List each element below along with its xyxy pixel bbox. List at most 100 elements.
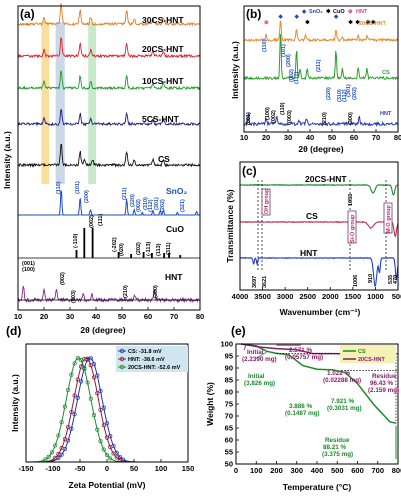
e-y-tick-label-80: 80 [225,388,233,397]
e-ann-loss-4-mass: (0.3031 mg) [327,405,362,412]
xrd-series-10cs-hnt [17,70,201,91]
b-hnt-index-300: (300) [348,112,354,125]
xrd-series-hnt [17,285,201,304]
b-peak-marker-3: ✱ [305,19,310,26]
panel-e-legend: CS 20CS-HNT [340,345,396,363]
panel-c-frame [239,161,399,291]
panel-a-x-ticks: 10 20 30 40 50 60 70 80 [14,307,204,321]
b-peak-marker-6: ✱ [366,19,371,26]
index-hnt-002: (002) [60,272,66,285]
panel-c-y-label: Transmittance (%) [225,189,235,262]
d-series-2-point-15 [91,413,97,418]
b-tick-label-10: 10 [240,133,248,142]
panel-c-x-ticks: 4000 3500 3000 2500 2000 1500 1000 500 [232,287,401,301]
c-sio-group: Si-O group [350,214,356,243]
a-tick-label-30: 30 [66,312,74,321]
d-series-1-point-10 [85,356,90,361]
d-series-2-point-16 [95,427,100,432]
b-tick-label-80: 80 [394,133,401,142]
label-hnt: HNT [165,272,183,282]
d-series-2-point-18 [101,447,106,452]
c-tick-label-2500: 2500 [299,292,316,301]
label-5cs-hnt: 5CS-HNT [142,114,180,124]
b-peak-marker-1: ◆ [294,13,300,20]
index-sno2-202: (202) [160,199,166,212]
e-ann-residue-1-pct: 96.43 % [370,380,394,387]
d-series-0-point-6 [75,395,80,400]
panel-d-legend: CS: -31.8 mV HNT: -38.6 mV 20CS-HNT: -52… [116,346,188,372]
c-wn-470: 470 [393,275,399,284]
panel-d-x-ticks: -150 -100 -50 0 50 100 150 [18,459,194,473]
legend-sno2-diamond-icon: ◆ [301,8,307,15]
e-ann-initial-1: Initial [247,349,264,356]
index-cuo-m202: (-202) [112,237,118,252]
d-series-2-point-9 [72,361,77,366]
e-arrow-initial-1 [243,344,247,351]
panel-a-y-label: Intensity (a.u.) [2,131,12,189]
d-series-1-point-3 [62,437,67,442]
index-sno2-101: (101) [75,181,81,194]
d-series-1-point-6 [72,393,77,398]
e-y-tick-label-90: 90 [225,364,233,373]
panel-a-frame [17,5,201,311]
e-x-tick-label-500: 500 [331,466,344,475]
b-peak-marker-0: ◆ [278,13,284,20]
d-series-0-point-4 [69,426,74,431]
e-ann-residue-1-mass: (2.159 mg) [368,387,399,394]
d-series-2-point-17 [98,439,103,444]
panel-b-frame [243,5,399,133]
b-hnt-index-110: (110) [280,102,286,115]
legend-cuo-star-icon: ✱ [326,8,331,15]
d-tick-label--50: -50 [75,464,86,473]
e-ann-residue-2: Residue [325,437,350,444]
panel-e-label: (e) [231,324,246,338]
d-series-1-point-11 [88,363,93,368]
a-tick-label-10: 10 [14,312,22,321]
c-wn-1006: 1006 [353,275,359,287]
e-series-cs [241,343,397,424]
highlight-band-3 [88,22,96,184]
index-cuo-202: (202) [136,242,142,255]
panel-e: 0 100 200 300 400 500 600 700 800 50 55 60 65 70 75 80 8… [205,324,401,492]
index-sno2-310: (310) [143,197,149,210]
b-hnt-index-100: (100) [265,107,271,120]
d-series-2-point-5 [59,420,64,425]
e-y-tick-label-55: 55 [225,448,233,457]
d-series-1-point-13 [95,391,100,396]
label-c-20cs-hnt: 20CS-HNT [305,174,347,184]
b-series-hnt [243,113,399,128]
index-sno2-301: (301) [154,197,160,210]
e-y-tick-label-85: 85 [225,376,233,385]
e-x-tick-label-400: 400 [311,466,324,475]
index-sno2-110: (110) [56,181,62,194]
b-hnt-index-210: (210) [322,112,328,125]
e-y-tick-label-75: 75 [225,400,233,409]
b-index-101: (101) [281,44,287,57]
d-tick-label--150: -150 [18,464,33,473]
b-series-20cs-hnt [243,20,399,43]
d-series-line-1 [26,357,188,463]
c-tick-label-1000: 1000 [367,292,384,301]
e-ann-loss-1: 2.571 % [289,347,313,354]
legend-d-marker-2 [119,356,125,362]
d-series-2-point-11 [79,358,84,363]
b-index-301: (301) [346,84,352,97]
highlight-band-1 [41,22,50,184]
d-series-2-point-4 [56,433,61,438]
d-series-1-point-4 [66,424,71,430]
e-ann-residue-2-pct: 88.21 % [323,444,347,451]
e-x-tick-label-0: 0 [234,466,238,475]
b-hnt-index-001: (001) [246,112,252,125]
b-tick-label-20: 20 [262,133,270,142]
e-ann-initial-1-mass: (2.2390 mg) [242,356,277,363]
a-tick-label-20: 20 [40,312,48,321]
d-series-1-point-16 [104,435,110,440]
d-series-1-point-15 [101,423,106,428]
b-index-111: (111) [294,72,300,84]
panel-c-series [239,183,399,287]
label-cuo: CuO [166,224,184,234]
e-ann-loss-3-mass: (0.1487 mg) [285,410,320,417]
b-tick-label-30: 30 [284,133,292,142]
d-series-1-point-12 [91,375,97,380]
c-oh-group: OH group [264,188,270,214]
